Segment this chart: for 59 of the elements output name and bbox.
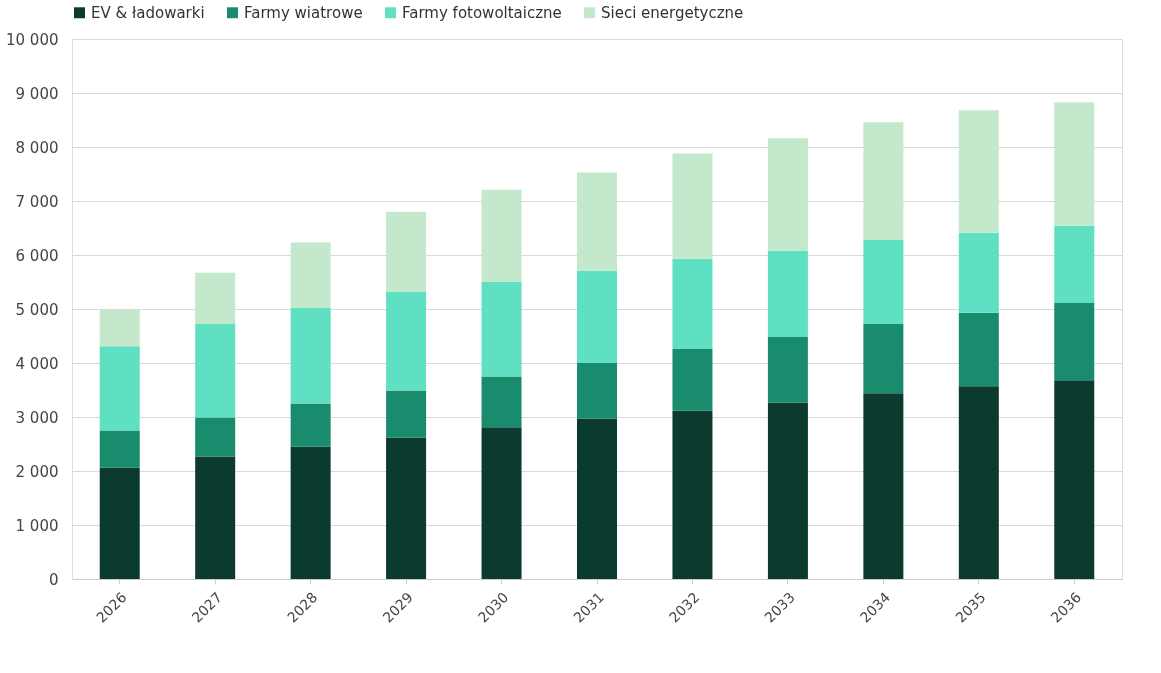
bar [290, 307, 331, 404]
bar [958, 232, 999, 313]
bar [767, 337, 808, 403]
bar [577, 418, 617, 579]
bar [290, 446, 331, 579]
bar [195, 417, 236, 457]
bar [481, 376, 522, 428]
bar [767, 250, 808, 338]
bar [767, 138, 808, 251]
bar [577, 270, 617, 363]
legend-label: Sieci energetyczne [601, 3, 744, 22]
bar [290, 242, 331, 308]
bar [481, 427, 522, 579]
legend-label: EV & ładowarki [91, 3, 205, 22]
bar [99, 467, 140, 579]
bar [767, 402, 808, 579]
bar [863, 393, 904, 579]
bar [958, 386, 999, 579]
bar [481, 189, 522, 282]
bar [863, 239, 904, 325]
bar [195, 272, 236, 325]
legend-label: Farmy wiatrowe [244, 3, 363, 22]
y-tick-label: 6 000 [15, 246, 59, 265]
bar [290, 403, 331, 447]
bar [672, 348, 713, 411]
bar [672, 258, 713, 349]
bar [1054, 303, 1095, 381]
bar [863, 324, 904, 394]
bar [99, 310, 140, 347]
y-tick-label: 10 000 [6, 30, 59, 49]
bar [386, 390, 427, 438]
bar [577, 172, 617, 271]
bar [99, 346, 140, 431]
bar [672, 410, 713, 579]
y-tick-label: 2 000 [15, 462, 59, 481]
bar [386, 437, 427, 579]
y-tick-label: 4 000 [15, 354, 59, 373]
bar [577, 363, 617, 419]
y-tick-label: 1 000 [15, 516, 59, 535]
legend-label: Farmy fotowoltaiczne [402, 3, 562, 22]
bar [958, 312, 999, 387]
y-tick-label: 3 000 [15, 408, 59, 427]
bar [1054, 225, 1095, 304]
y-tick-label: 5 000 [15, 300, 59, 319]
bar [1054, 380, 1095, 579]
bar [958, 110, 999, 233]
y-tick-label: 7 000 [15, 192, 59, 211]
bar [195, 456, 236, 579]
y-tick-label: 8 000 [15, 138, 59, 157]
y-tick-label: 9 000 [15, 84, 59, 103]
bar [195, 324, 236, 418]
bar [386, 211, 427, 292]
bar [863, 122, 904, 240]
bar [99, 430, 140, 468]
bar [672, 153, 713, 259]
bar [386, 291, 427, 391]
bar [1054, 102, 1095, 226]
y-tick-label: 0 [48, 570, 59, 589]
bar [481, 282, 522, 377]
